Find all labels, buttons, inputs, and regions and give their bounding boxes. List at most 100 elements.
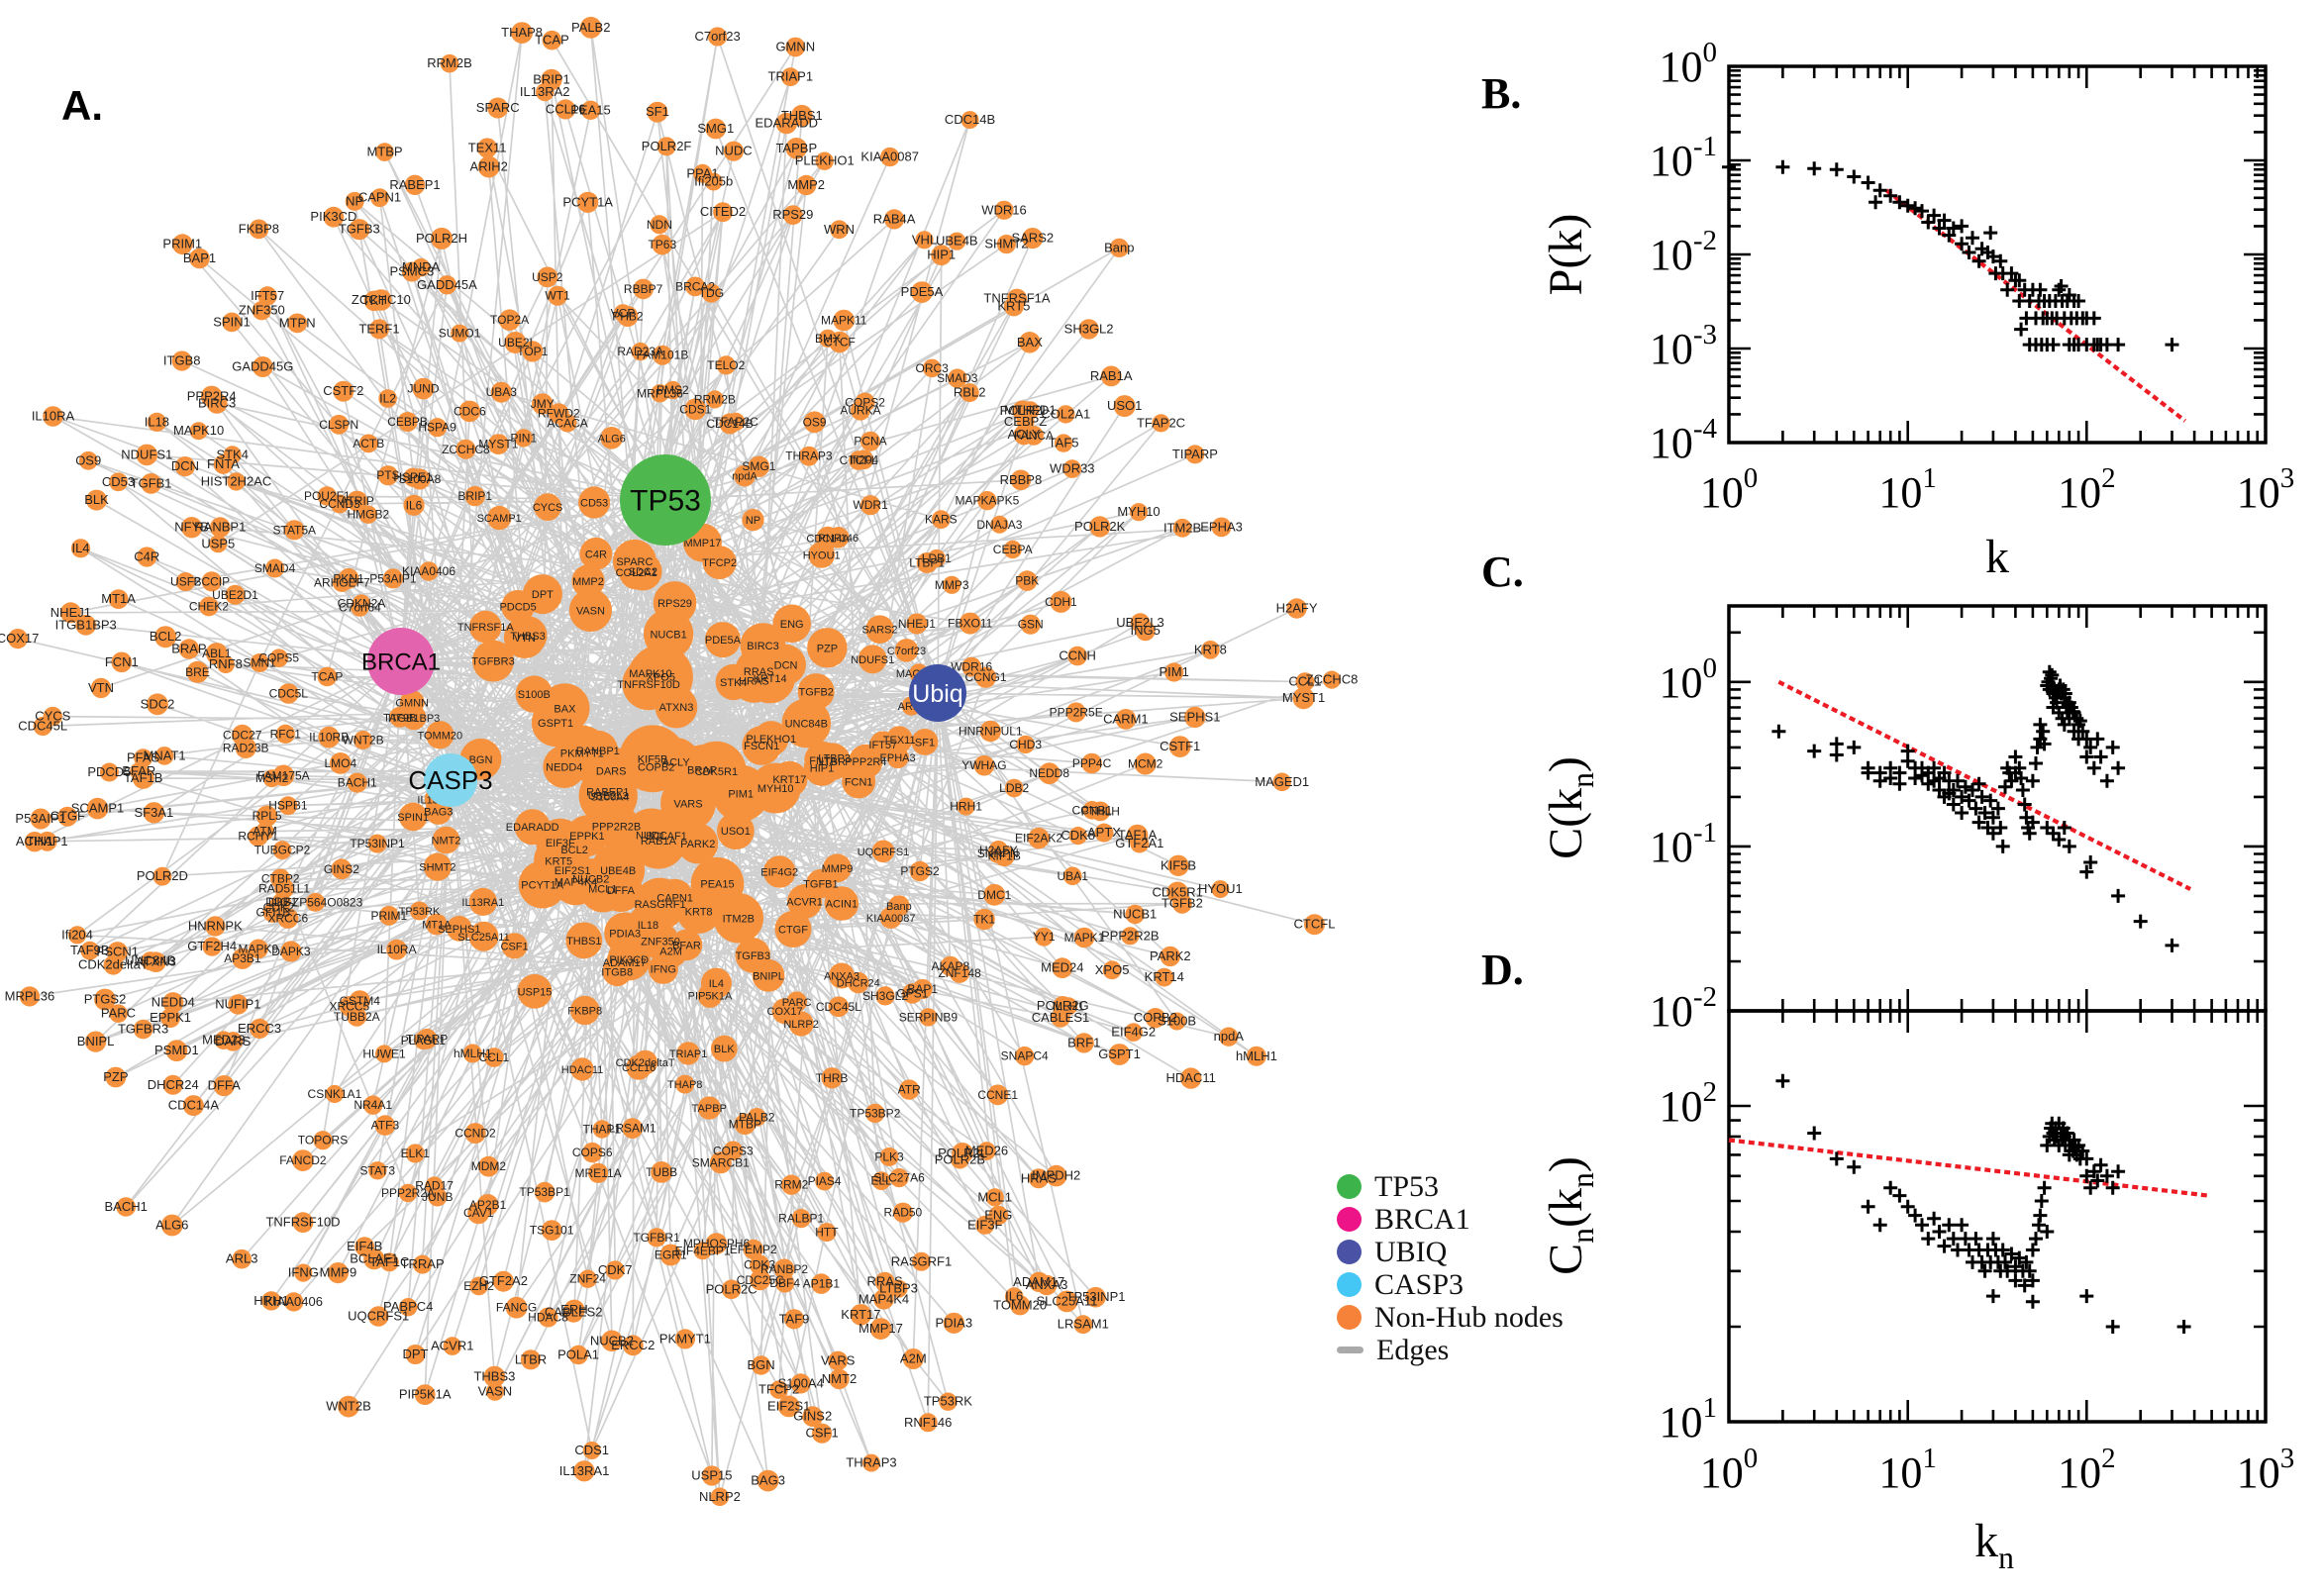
gene-label: VASN <box>478 1384 512 1399</box>
gene-label: POLR2B <box>935 1151 985 1166</box>
gene-label: A2M <box>659 947 682 958</box>
hub-casp3: CASP3 <box>408 753 493 807</box>
legend-label: TP53 <box>1374 1169 1440 1203</box>
network-node <box>701 1465 723 1486</box>
network-node <box>278 683 299 704</box>
gene-label: THRB <box>816 1071 849 1085</box>
gene-label: IL13RA1 <box>559 1463 610 1478</box>
gene-label: RBBP7 <box>624 282 663 296</box>
gene-label: TGFBR3 <box>471 656 514 668</box>
gene-label: MED24 <box>1041 960 1083 975</box>
gene-label: RFWD2 <box>538 407 580 421</box>
legend-dot-icon <box>1337 1240 1362 1264</box>
network-node <box>147 693 168 716</box>
network-node <box>592 1120 612 1139</box>
network-node <box>338 1395 359 1418</box>
network-node <box>175 572 195 592</box>
gene-label: SDC2 <box>141 696 175 711</box>
network-node <box>829 1368 850 1390</box>
gene-label: VTN <box>514 633 536 645</box>
gene-label: HRAS <box>1021 1170 1057 1185</box>
network-node <box>772 604 811 644</box>
gene-label: ACVR1 <box>786 897 823 909</box>
gene-label: CDC5L <box>269 687 309 701</box>
network-node <box>674 1329 696 1349</box>
y-tick-label: 10-4 <box>1650 413 1718 467</box>
network-node <box>354 731 373 749</box>
gene-label: AP2B1 <box>469 1198 507 1212</box>
gene-label: DHCR24 <box>837 978 880 990</box>
network-node <box>628 645 693 710</box>
gene-label: C4R <box>134 549 159 564</box>
panel-b-ylabel: P(k) <box>1540 214 1592 296</box>
gene-label: EIF4G2 <box>1111 1025 1156 1040</box>
gene-label: DAPK3 <box>271 945 311 958</box>
network-node <box>323 206 345 228</box>
gene-label: CDH1 <box>1045 595 1077 609</box>
network-node <box>432 826 460 854</box>
network-node <box>1089 516 1111 538</box>
network-node <box>651 384 669 403</box>
network-node <box>1015 1047 1035 1066</box>
gene-label: HDAC11 <box>1166 1070 1216 1085</box>
network-node <box>647 1228 666 1247</box>
network-node <box>619 554 655 590</box>
gene-label: SEPHS1 <box>1169 709 1220 724</box>
gene-label: COPS3 <box>713 1144 754 1157</box>
hub-tp53-circle <box>620 454 711 546</box>
gene-label: USF2 <box>170 575 201 589</box>
network-node <box>1160 946 1181 967</box>
gene-label: TP53RK <box>399 906 441 918</box>
network-node <box>959 612 981 635</box>
network-node <box>1056 1290 1078 1313</box>
network-node <box>634 877 686 930</box>
gene-label: EZH2 <box>463 1279 494 1293</box>
gene-label: RASGRF1 <box>891 1253 952 1268</box>
network-node <box>249 939 268 959</box>
network-node <box>577 191 599 213</box>
gene-label: TAPBP <box>692 1103 727 1115</box>
gene-label: PMS2 <box>656 383 689 397</box>
y-tick-label: 10-1 <box>1650 131 1717 185</box>
gene-label: IFNG <box>288 1265 319 1280</box>
gene-label: S100B <box>1158 1014 1196 1029</box>
gene-label: LDB2 <box>999 781 1029 795</box>
gene-label: CDK2deltaT <box>78 957 149 972</box>
network-node <box>1078 319 1099 340</box>
network-node <box>182 1095 204 1117</box>
gene-label: POLR2I <box>1000 403 1046 418</box>
network-node <box>713 202 733 223</box>
network-node <box>705 118 727 140</box>
gene-label: UBE4B <box>936 234 978 249</box>
gene-label: YY1 <box>1033 930 1056 944</box>
gene-label: FBXO11 <box>948 617 992 631</box>
network-node <box>136 444 158 466</box>
gene-label: GADD45A <box>417 277 477 292</box>
x-tick-label: 102 <box>2058 462 2116 517</box>
network-node <box>248 826 268 847</box>
y-tick-label: 100 <box>1660 37 1718 91</box>
network-node <box>750 1254 770 1275</box>
gene-label: SPIN1 <box>397 812 429 824</box>
network-node <box>410 901 429 921</box>
network-node <box>1295 672 1315 692</box>
network-node <box>205 916 226 937</box>
gene-label: CDC14B <box>945 112 995 127</box>
network-node <box>306 892 326 912</box>
network-node <box>871 840 895 863</box>
network-node <box>1145 1007 1166 1029</box>
gene-label: CCL1 <box>1288 674 1321 689</box>
gene-label: Ifi204 <box>61 927 93 942</box>
gene-label: MYH10 <box>758 783 794 795</box>
network-node <box>1028 1168 1049 1189</box>
gene-label: MAPK10 <box>629 668 671 680</box>
hub-ubiq-circle <box>909 664 966 722</box>
network-node <box>134 748 153 768</box>
network-node <box>19 986 40 1007</box>
gene-label: AP1B1 <box>803 1277 841 1291</box>
gene-label: NMT2 <box>432 836 461 848</box>
gene-label: TAPBP <box>775 141 817 155</box>
gene-label: ITGB8 <box>601 966 633 978</box>
network-node <box>740 623 786 668</box>
